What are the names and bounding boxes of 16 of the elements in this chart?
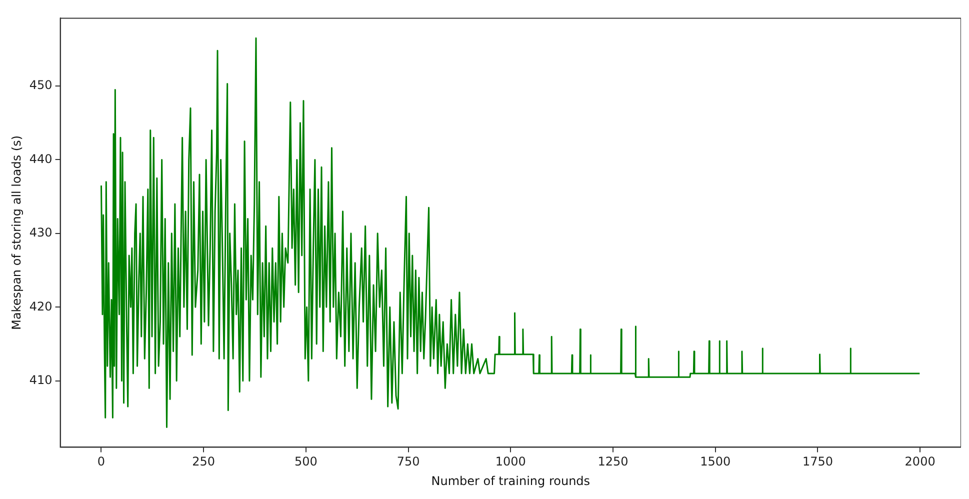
y-tick-label: 420 [29,299,52,314]
y-tick-label: 410 [29,372,52,387]
x-tick-label: 500 [294,454,318,469]
y-tick-label: 430 [29,226,52,240]
x-axis-title: Number of training rounds [431,474,590,488]
x-tick-label: 1000 [495,454,526,469]
x-tick-label: 1500 [700,454,731,469]
x-tick-label: 750 [396,454,420,469]
y-axis-title: Makespan of storing all loads (s) [9,135,24,330]
y-tick-label: 440 [29,152,52,166]
x-tick-label: 1750 [802,454,833,469]
x-tick-label: 1250 [598,454,628,469]
x-tick-label: 2000 [904,454,936,469]
y-tick-label: 450 [29,78,52,92]
x-tick-label: 250 [192,454,216,469]
x-tick-label: 0 [97,454,106,469]
